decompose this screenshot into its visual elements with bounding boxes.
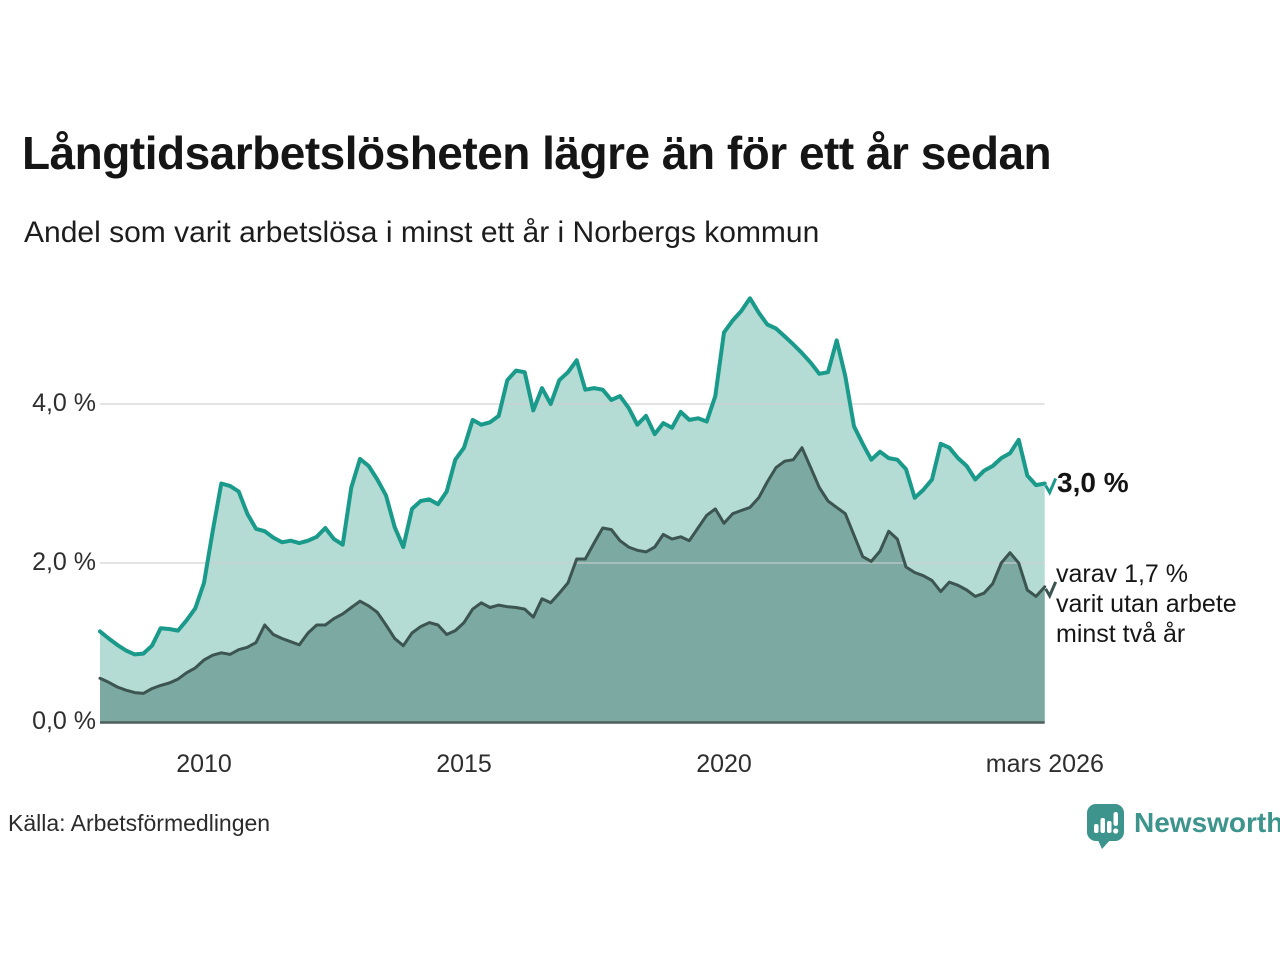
leader-tick-one-year [1044, 477, 1058, 496]
y-axis-label: 4,0 % [32, 389, 96, 417]
x-axis-label: 2010 [176, 750, 232, 778]
two-year-note: varav 1,7 % varit utan arbete minst två … [1056, 559, 1237, 649]
x-axis-label: mars 2026 [985, 750, 1104, 778]
page-subtitle: Andel som varit arbetslösa i minst ett å… [24, 216, 820, 249]
y-axis-label: 2,0 % [32, 548, 96, 576]
y-axis-label: 0,0 % [32, 707, 96, 735]
leader-tick-two-year [1044, 581, 1058, 600]
two-year-note-line1: varav 1,7 % [1056, 559, 1189, 588]
brand-name: Newsworthy [1134, 807, 1280, 838]
two-year-note-line3: minst två år [1056, 619, 1186, 648]
source-credit: Källa: Arbetsförmedlingen [8, 810, 271, 836]
two-year-area-fill [100, 447, 1045, 722]
newsworthy-bubble-chart-icon [1087, 804, 1124, 849]
page-title: Långtidsarbetslösheten lägre än för ett … [22, 127, 1052, 179]
latest-value-label: 3,0 % [1057, 466, 1129, 498]
newsworthy-logo: Newsworthy [1086, 803, 1280, 849]
two-year-note-line2: varit utan arbete [1056, 589, 1237, 618]
x-axis-label: 2015 [436, 750, 492, 778]
x-axis-label: 2020 [696, 750, 752, 778]
two-year-line [98, 446, 1047, 695]
one-year-line [98, 296, 1047, 657]
